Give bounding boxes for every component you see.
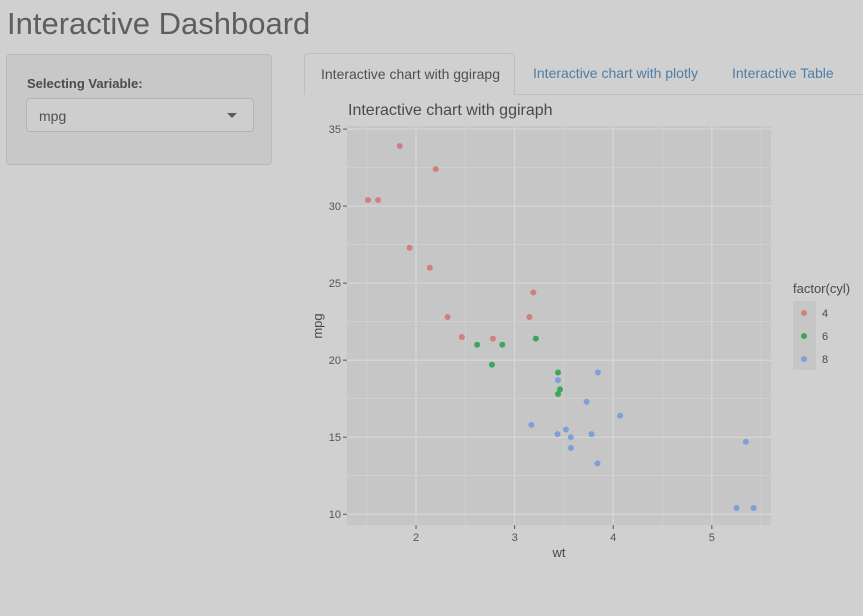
y-axis-label: mpg [310, 313, 325, 338]
sidebar-panel: Selecting Variable: mpg [6, 54, 272, 165]
tab-interactive-table[interactable]: Interactive Table [732, 65, 834, 81]
data-point-cyl-8[interactable] [733, 505, 740, 512]
data-point-cyl-4[interactable] [375, 196, 382, 203]
data-point-cyl-8[interactable] [742, 438, 749, 445]
data-point-cyl-4[interactable] [426, 264, 433, 271]
chart-legend: factor(cyl) 4 6 8 [793, 281, 850, 370]
data-point-cyl-6[interactable] [499, 341, 506, 348]
y-tick-label: 30 [329, 201, 341, 213]
data-point-cyl-6[interactable] [488, 361, 495, 368]
select-label: Selecting Variable: [27, 76, 143, 91]
tabs-divider [304, 94, 863, 95]
data-point-cyl-6[interactable] [532, 335, 539, 342]
data-point-cyl-6[interactable] [474, 341, 481, 348]
data-point-cyl-8[interactable] [555, 377, 562, 384]
chevron-down-icon[interactable] [227, 113, 237, 118]
data-point-cyl-8[interactable] [562, 426, 569, 433]
legend-label: 4 [822, 308, 828, 320]
variable-select[interactable]: mpg [26, 98, 254, 132]
legend-key-4 [801, 310, 807, 316]
tab-plotly[interactable]: Interactive chart with plotly [533, 65, 698, 81]
legend-title: factor(cyl) [793, 281, 850, 296]
data-point-cyl-4[interactable] [406, 244, 413, 251]
x-tick-label: 4 [610, 532, 616, 544]
page-title: Interactive Dashboard [7, 6, 311, 41]
data-point-cyl-4[interactable] [396, 143, 403, 150]
legend-key-6 [801, 333, 807, 339]
data-point-cyl-4[interactable] [526, 314, 533, 321]
tab-ggiraph[interactable]: Interactive chart with ggirapg [304, 53, 515, 95]
legend-label: 6 [822, 331, 828, 343]
data-point-cyl-6[interactable] [555, 391, 562, 398]
y-tick-label: 20 [329, 355, 341, 367]
data-point-cyl-8[interactable] [594, 369, 601, 376]
chart-title: Interactive chart with ggiraph [348, 102, 553, 119]
y-tick-label: 15 [329, 432, 341, 444]
x-tick-label: 3 [512, 532, 518, 544]
data-point-cyl-4[interactable] [365, 196, 372, 203]
data-point-cyl-8[interactable] [583, 398, 590, 405]
y-tick-label: 10 [329, 509, 341, 521]
select-value: mpg [39, 108, 67, 124]
data-point-cyl-4[interactable] [489, 335, 496, 342]
legend-label: 8 [822, 354, 828, 366]
data-point-cyl-8[interactable] [750, 505, 757, 512]
plot-panel [347, 126, 771, 525]
data-point-cyl-8[interactable] [528, 421, 535, 428]
x-axis-label: wt [552, 545, 566, 560]
x-tick-label: 5 [709, 532, 715, 544]
y-tick-label: 35 [329, 124, 341, 136]
data-point-cyl-6[interactable] [555, 369, 562, 376]
data-point-cyl-8[interactable] [617, 412, 624, 419]
legend-key-8 [801, 356, 807, 362]
data-point-cyl-8[interactable] [594, 460, 601, 467]
data-point-cyl-4[interactable] [432, 166, 439, 173]
data-point-cyl-4[interactable] [458, 334, 465, 341]
y-tick-label: 25 [329, 278, 341, 290]
data-point-cyl-8[interactable] [554, 431, 561, 438]
data-point-cyl-4[interactable] [530, 289, 537, 296]
data-point-cyl-8[interactable] [588, 431, 595, 438]
x-tick-label: 2 [413, 532, 419, 544]
data-point-cyl-8[interactable] [567, 434, 574, 441]
data-point-cyl-6[interactable] [556, 386, 563, 393]
data-point-cyl-4[interactable] [444, 314, 451, 321]
data-point-cyl-8[interactable] [567, 444, 574, 451]
